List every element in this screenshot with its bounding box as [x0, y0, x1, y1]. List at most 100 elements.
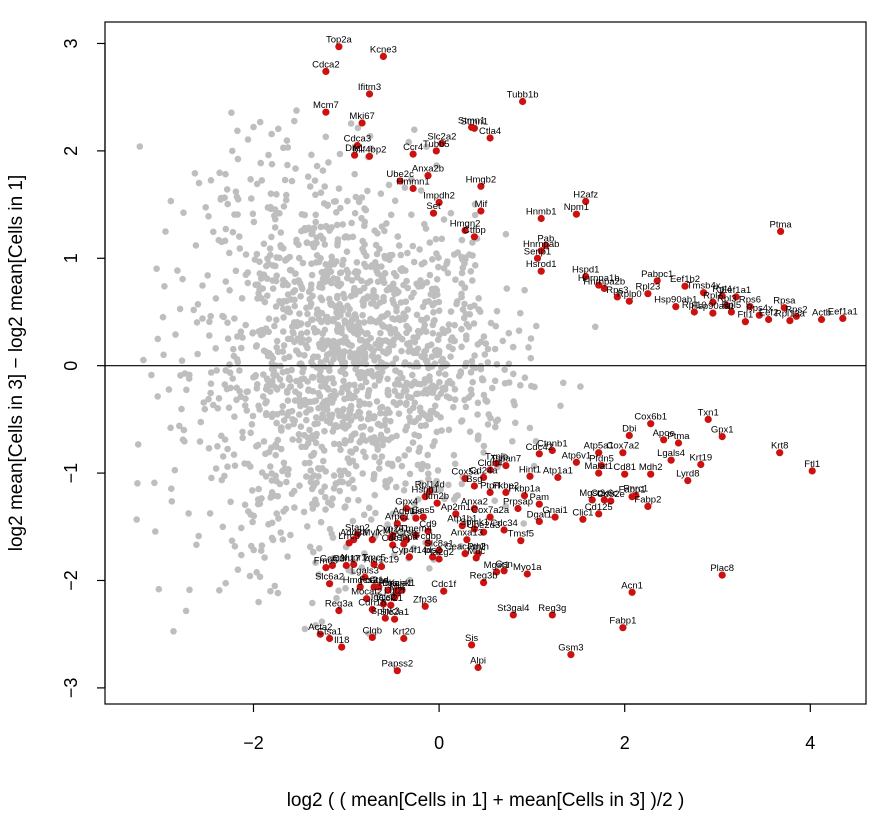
- background-point: [462, 403, 470, 411]
- background-point: [256, 500, 264, 508]
- highlighted-gene-point: [477, 182, 485, 190]
- background-point: [339, 221, 347, 228]
- background-point: [358, 328, 365, 335]
- background-point: [300, 365, 307, 372]
- gene-label: Lgt2f: [384, 586, 405, 597]
- background-point: [469, 277, 476, 284]
- background-point: [398, 347, 405, 355]
- background-point: [360, 448, 367, 456]
- background-point: [403, 423, 411, 431]
- background-point: [342, 233, 350, 240]
- background-point: [271, 212, 278, 219]
- background-point: [239, 428, 246, 436]
- background-point: [362, 341, 369, 349]
- background-point: [367, 426, 374, 433]
- background-point: [324, 202, 331, 209]
- background-point: [353, 387, 360, 395]
- background-point: [405, 348, 412, 355]
- background-point: [364, 279, 371, 287]
- highlighted-gene-point: [379, 52, 387, 61]
- background-point: [384, 521, 391, 528]
- highlighted-gene-point: [375, 583, 383, 591]
- background-point: [437, 414, 444, 421]
- background-point: [348, 568, 356, 575]
- background-point: [304, 310, 311, 318]
- background-point: [466, 251, 473, 258]
- background-point: [457, 370, 465, 377]
- background-point: [241, 460, 248, 467]
- background-point: [346, 305, 353, 313]
- background-point: [353, 259, 361, 266]
- background-point: [231, 543, 239, 550]
- background-point: [290, 420, 298, 428]
- background-point: [257, 547, 265, 554]
- highlighted-gene-point: [588, 496, 596, 504]
- background-point: [305, 386, 312, 393]
- highlighted-gene-point: [486, 134, 494, 142]
- highlighted-gene-point: [625, 297, 633, 305]
- background-point: [525, 344, 532, 351]
- background-point: [378, 263, 385, 270]
- background-point: [249, 518, 256, 526]
- background-point: [410, 404, 417, 412]
- background-point: [379, 441, 387, 449]
- background-point: [321, 241, 329, 248]
- gene-label: Hspb1: [411, 485, 438, 496]
- background-point: [322, 493, 329, 501]
- background-point: [356, 402, 363, 409]
- highlighted-gene-point: [477, 207, 485, 215]
- background-point: [285, 423, 292, 430]
- highlighted-gene-point: [595, 281, 603, 289]
- background-point: [500, 452, 507, 460]
- highlighted-gene-point: [582, 197, 590, 205]
- background-point: [483, 398, 491, 405]
- highlighted-gene-point: [709, 309, 717, 317]
- background-point: [350, 392, 357, 400]
- background-point: [366, 400, 373, 408]
- background-point: [395, 456, 402, 463]
- background-point: [442, 371, 449, 378]
- gene-label: Rpl23: [635, 282, 660, 293]
- background-point: [250, 123, 257, 131]
- background-point: [253, 250, 261, 258]
- background-point: [284, 161, 291, 169]
- background-point: [460, 314, 468, 322]
- background-point: [527, 354, 535, 362]
- background-point: [515, 327, 523, 335]
- background-point: [168, 485, 175, 493]
- background-point: [228, 109, 235, 116]
- background-point: [317, 359, 325, 366]
- background-point: [452, 276, 459, 284]
- background-point: [431, 402, 439, 410]
- background-point: [224, 463, 231, 471]
- background-point: [315, 315, 323, 323]
- highlighted-gene-point: [424, 539, 432, 547]
- gene-label: Cd9: [419, 519, 436, 530]
- background-point: [373, 441, 380, 449]
- background-point: [237, 328, 245, 336]
- background-point: [422, 422, 430, 429]
- highlighted-gene-point: [786, 317, 794, 325]
- background-point: [222, 579, 229, 587]
- background-point: [412, 417, 419, 425]
- background-point: [236, 245, 244, 252]
- background-point: [238, 295, 246, 302]
- background-point: [411, 500, 418, 508]
- gene-label: Hsp90aa1: [691, 301, 734, 312]
- gene-label: Cldn4: [478, 458, 503, 469]
- gene-label: St3gal4: [497, 603, 529, 614]
- gene-label: Myo1a: [513, 562, 542, 573]
- background-point: [279, 467, 286, 475]
- background-point: [251, 373, 259, 380]
- background-point: [328, 530, 336, 538]
- background-point: [430, 309, 437, 316]
- background-point: [199, 315, 206, 322]
- background-point: [445, 481, 452, 489]
- gene-label: Cdc1: [382, 533, 404, 544]
- gene-label: Alpi: [470, 656, 486, 667]
- background-point: [477, 308, 484, 316]
- background-point: [330, 472, 338, 479]
- background-point: [393, 289, 401, 297]
- background-point: [272, 384, 280, 391]
- gene-label: Ccl21: [379, 593, 403, 604]
